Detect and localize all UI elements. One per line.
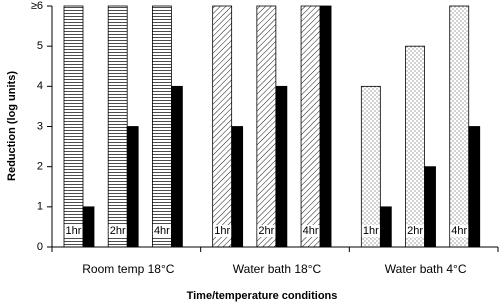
x-tick-label: 2hr xyxy=(407,225,423,237)
label-background xyxy=(450,225,469,237)
bar xyxy=(379,206,392,248)
bar xyxy=(405,45,425,248)
label-background xyxy=(213,225,232,237)
bar xyxy=(275,85,288,248)
bar xyxy=(170,85,183,248)
x-tick-label: 1hr xyxy=(363,225,379,237)
x-tick-label: 4hr xyxy=(451,225,467,237)
bar xyxy=(449,5,470,248)
bar xyxy=(151,5,172,248)
x-tick-label: 4hr xyxy=(154,225,170,237)
label-background xyxy=(361,225,380,237)
group-label: Water bath 4°C xyxy=(385,262,467,276)
bar xyxy=(231,126,244,248)
y-tick-label: 1 xyxy=(37,201,43,213)
y-axis-title: Reduction (log units) xyxy=(6,71,18,181)
y-tick-label: ≥6 xyxy=(31,0,43,12)
label-background xyxy=(108,225,127,237)
x-tick-label: 4hr xyxy=(303,225,319,237)
y-tick-label: 4 xyxy=(37,80,43,92)
bar xyxy=(63,5,84,248)
bar xyxy=(126,126,139,248)
bar xyxy=(468,126,481,248)
bar xyxy=(256,5,277,248)
label-background xyxy=(301,225,320,237)
label-background xyxy=(64,225,83,237)
group-label: Room temp 18°C xyxy=(82,262,175,276)
bar xyxy=(424,166,436,248)
group-label: Water bath 18°C xyxy=(233,262,322,276)
x-tick-label: 1hr xyxy=(66,225,82,237)
bar xyxy=(360,85,381,248)
bar xyxy=(107,5,128,248)
bar xyxy=(300,5,321,248)
bar xyxy=(82,206,95,248)
bar xyxy=(212,5,233,248)
x-tick-label: 2hr xyxy=(258,225,274,237)
x-tick-label: 1hr xyxy=(214,225,230,237)
label-background xyxy=(406,225,425,237)
bar xyxy=(319,5,332,248)
label-background xyxy=(257,225,276,237)
y-tick-label: 5 xyxy=(37,40,43,52)
y-tick-label: 3 xyxy=(37,120,43,132)
x-tick-label: 2hr xyxy=(110,225,126,237)
label-background xyxy=(152,225,171,237)
y-tick-label: 2 xyxy=(37,161,43,173)
x-axis-title: Time/temperature conditions xyxy=(187,290,338,302)
y-tick-label: 0 xyxy=(37,241,43,253)
